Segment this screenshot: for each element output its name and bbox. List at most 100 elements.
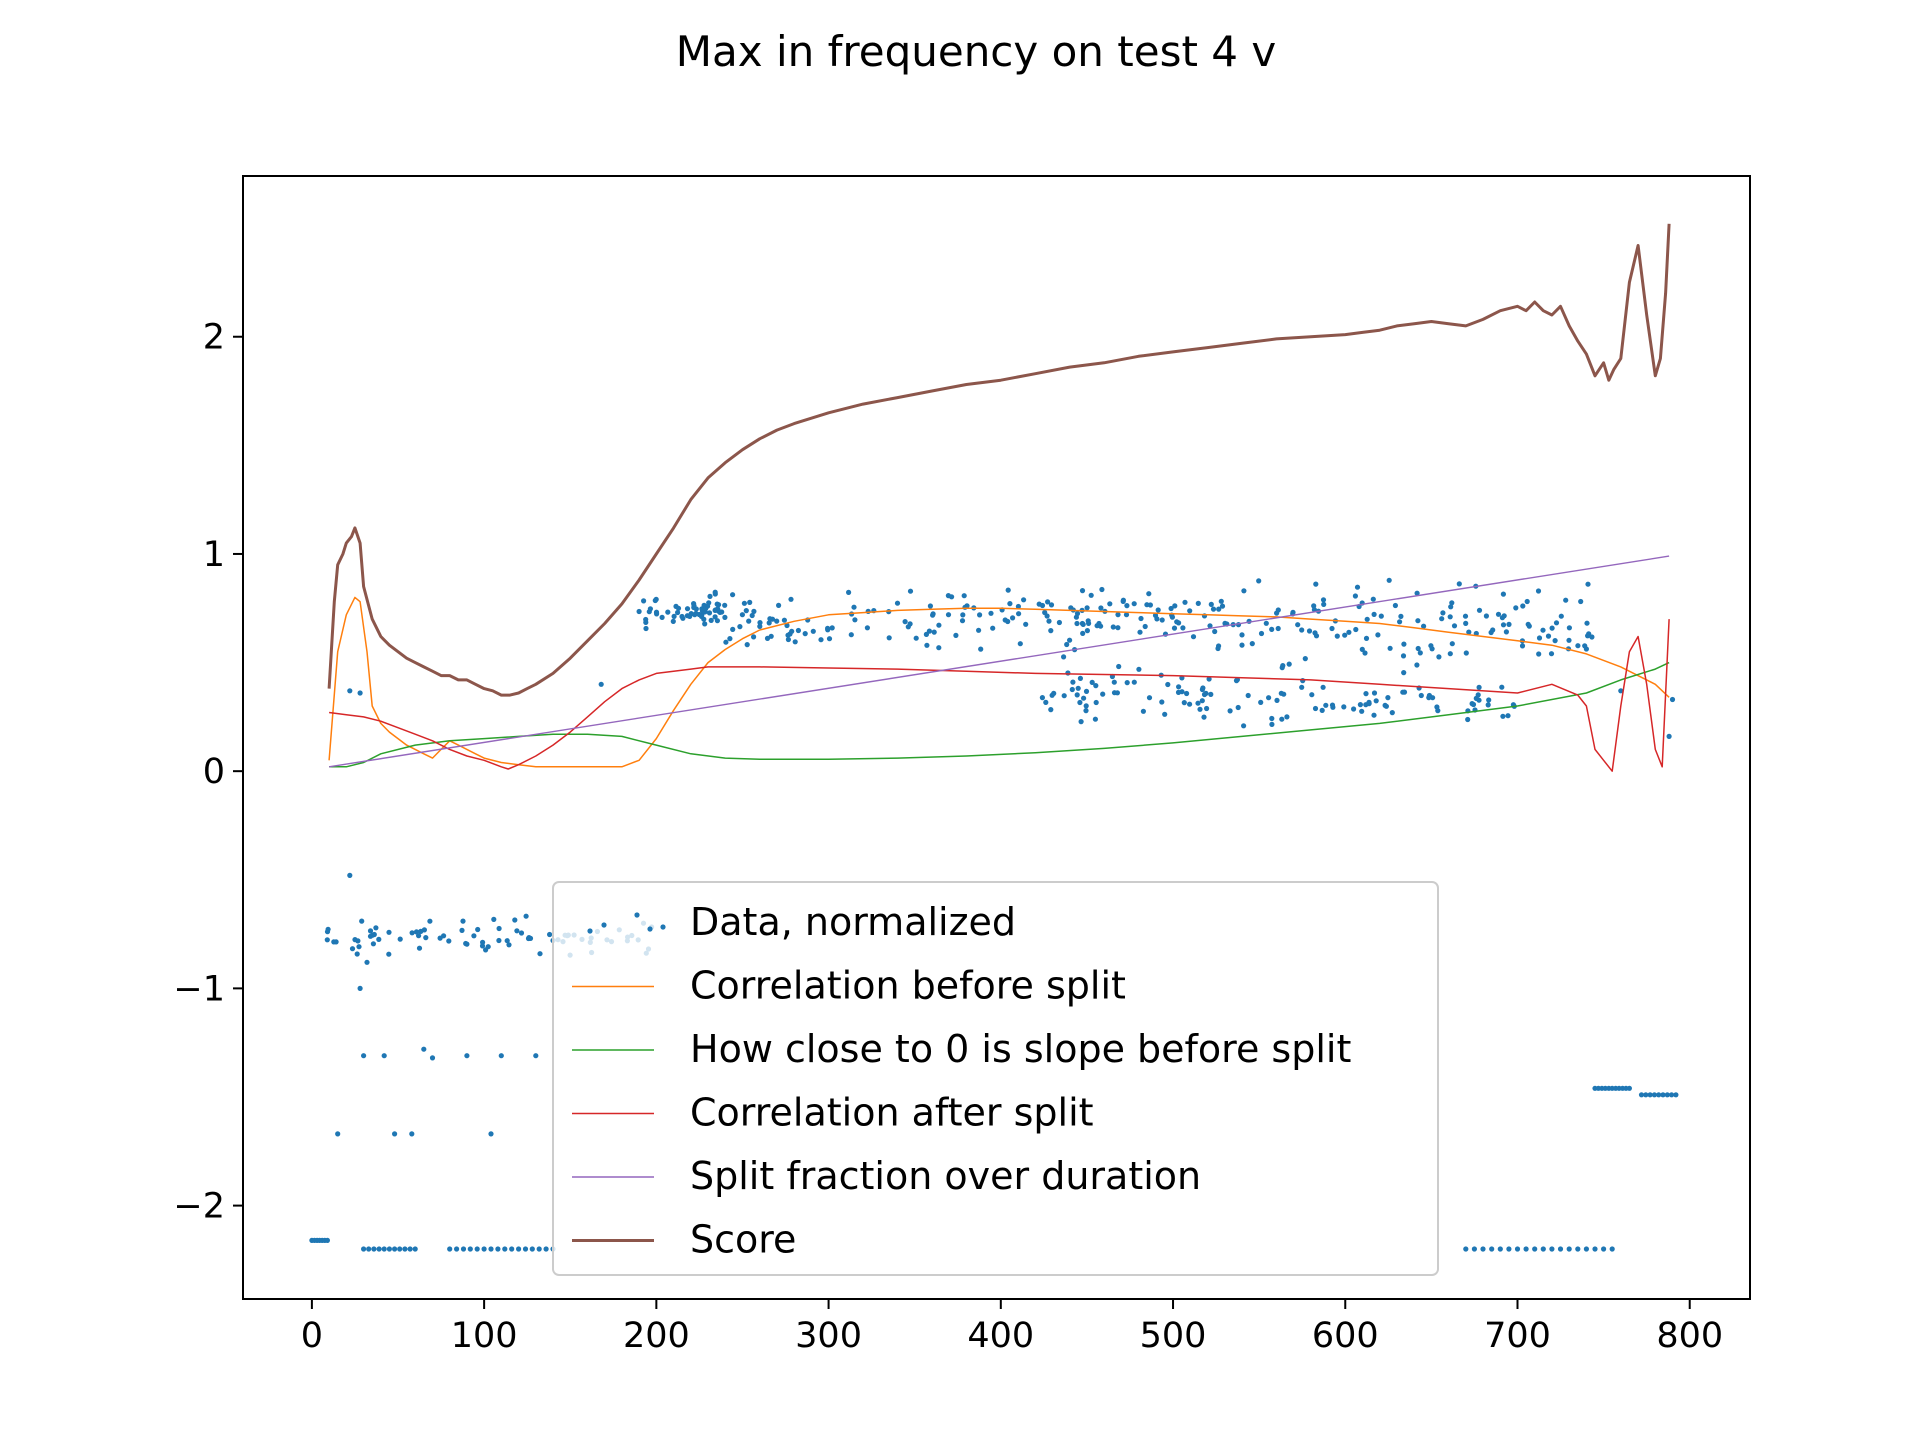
scatter-point xyxy=(707,593,713,600)
scatter-point xyxy=(1536,651,1542,657)
scatter-point xyxy=(1195,600,1201,607)
scatter-point xyxy=(1519,643,1526,649)
scatter-point xyxy=(423,935,429,941)
scatter-point xyxy=(359,918,365,924)
scatter-point xyxy=(324,937,330,943)
scatter-point xyxy=(1506,1246,1512,1252)
scatter-point xyxy=(1436,654,1442,660)
scatter-point xyxy=(1656,1092,1662,1098)
y-tick-label: 2 xyxy=(203,318,225,358)
scatter-point xyxy=(1098,623,1104,629)
scatter-point xyxy=(1048,628,1054,634)
scatter-point xyxy=(712,614,718,620)
scatter-point xyxy=(381,1053,387,1059)
scatter-point xyxy=(1176,684,1182,690)
scatter-point xyxy=(1618,688,1624,694)
scatter-point xyxy=(335,1131,341,1137)
scatter-point xyxy=(1490,627,1496,633)
scatter-point xyxy=(397,1246,403,1252)
scatter-point xyxy=(454,1246,460,1252)
scatter-point xyxy=(1387,645,1393,651)
scatter-point xyxy=(810,628,816,634)
scatter-point xyxy=(1386,577,1392,583)
scatter-point xyxy=(1638,1092,1645,1098)
plot-area xyxy=(309,223,1679,1252)
scatter-point xyxy=(1415,645,1421,652)
scatter-point xyxy=(325,926,331,932)
scatter-point xyxy=(1233,678,1240,684)
scatter-point xyxy=(1371,712,1377,718)
scatter-point xyxy=(1418,692,1424,699)
scatter-point xyxy=(1309,692,1315,698)
scatter-point xyxy=(1651,1092,1657,1098)
scatter-point xyxy=(743,608,749,614)
scatter-point xyxy=(739,612,746,618)
scatter-point xyxy=(1505,713,1511,719)
scatter-point xyxy=(1466,629,1472,635)
scatter-point xyxy=(376,936,382,943)
scatter-point xyxy=(1074,620,1080,627)
scatter-point xyxy=(529,1246,535,1252)
scatter-point xyxy=(1073,614,1079,620)
scatter-point xyxy=(936,622,942,628)
scatter-point xyxy=(495,1246,501,1252)
legend-marker-data-normalized xyxy=(634,912,640,918)
scatter-point xyxy=(496,925,502,932)
scatter-point xyxy=(1159,617,1165,623)
scatter-point xyxy=(1371,611,1377,618)
scatter-point xyxy=(712,607,719,613)
legend-label-correlation-before-split: Correlation before split xyxy=(690,964,1126,1008)
scatter-point xyxy=(1320,597,1327,603)
scatter-point xyxy=(722,602,728,608)
scatter-point xyxy=(795,627,802,634)
scatter-point xyxy=(1131,679,1137,685)
scatter-point xyxy=(698,613,705,620)
scatter-point xyxy=(826,636,833,642)
scatter-point xyxy=(518,930,525,936)
scatter-point xyxy=(1039,695,1045,701)
scatter-point xyxy=(1200,685,1206,691)
scatter-point xyxy=(641,598,647,604)
scatter-point xyxy=(1525,621,1531,627)
scatter-point xyxy=(1378,613,1384,619)
scatter-point xyxy=(1201,714,1207,720)
scatter-point xyxy=(1083,703,1089,709)
scatter-point xyxy=(671,613,677,620)
scatter-point xyxy=(670,618,676,625)
scatter-point xyxy=(744,642,750,648)
scatter-point xyxy=(1319,707,1325,714)
scatter-point xyxy=(1363,691,1369,697)
scatter-point xyxy=(1486,697,1492,703)
scatter-point xyxy=(1342,632,1348,638)
scatter-point xyxy=(1601,1246,1607,1252)
scatter-point xyxy=(347,688,353,694)
scatter-point xyxy=(1346,629,1352,635)
scatter-point xyxy=(757,623,763,630)
scatter-point xyxy=(702,621,708,627)
scatter-point xyxy=(416,933,422,939)
scatter-point xyxy=(1578,598,1584,605)
scatter-point xyxy=(352,937,358,943)
scatter-point xyxy=(1015,603,1022,610)
scatter-point xyxy=(446,938,452,944)
scatter-point xyxy=(1093,683,1099,689)
scatter-point xyxy=(1414,590,1420,596)
scatter-point xyxy=(741,600,748,606)
scatter-point xyxy=(1197,706,1203,712)
scatter-point xyxy=(751,634,757,640)
scatter-point xyxy=(953,632,959,639)
scatter-point xyxy=(397,936,403,942)
scatter-point xyxy=(829,625,835,631)
scatter-point xyxy=(1100,691,1106,697)
scatter-point xyxy=(988,610,994,616)
scatter-point xyxy=(653,609,660,615)
scatter-point xyxy=(514,928,520,934)
scatter-point xyxy=(714,601,720,607)
scatter-point xyxy=(1142,623,1148,630)
scatter-point xyxy=(851,604,857,610)
scatter-point xyxy=(864,625,871,631)
scatter-point xyxy=(990,625,996,631)
scatter-point xyxy=(1204,705,1210,712)
scatter-point xyxy=(684,606,691,612)
